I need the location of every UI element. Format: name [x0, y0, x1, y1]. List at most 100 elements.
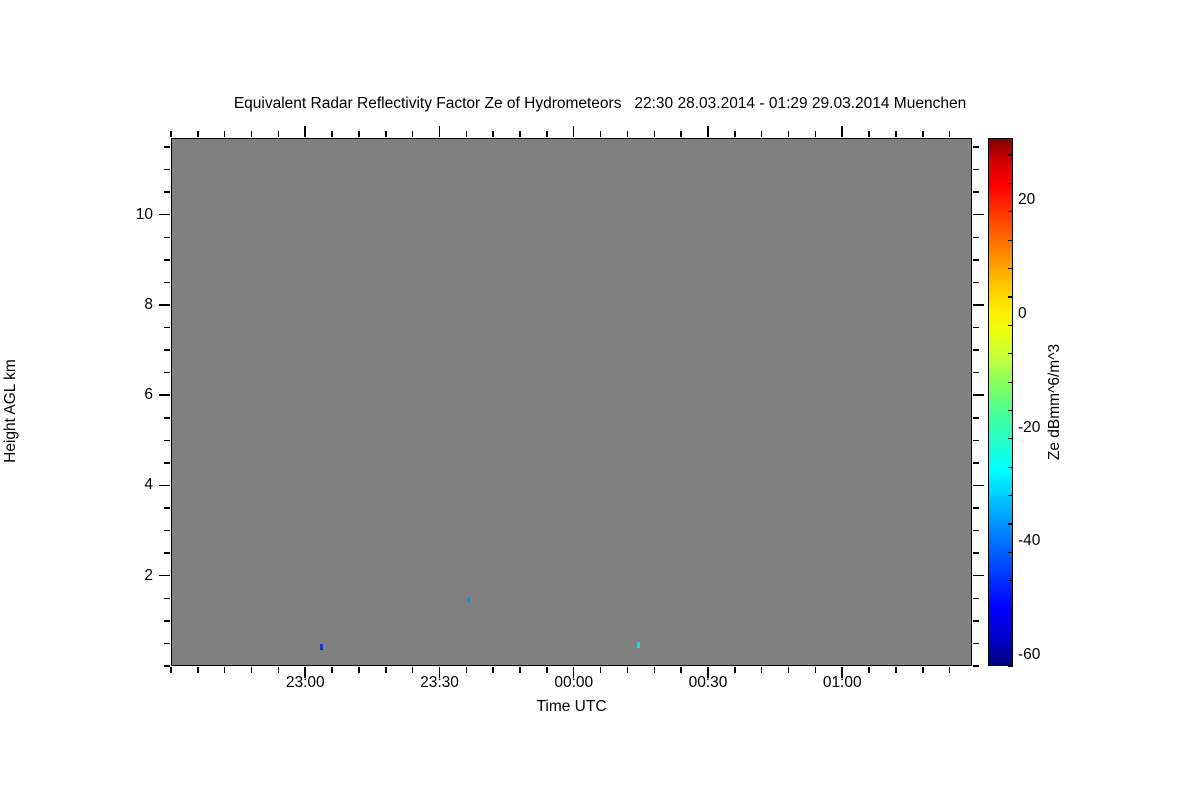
colorbar-minor-tick [1008, 211, 1013, 213]
x-minor-tick-top [626, 131, 629, 137]
y-minor-tick [164, 236, 170, 239]
y-tick-label: 4 [144, 476, 153, 494]
colorbar[interactable] [988, 138, 1013, 666]
x-major-tick-top [438, 126, 441, 137]
y-major-tick [159, 394, 170, 396]
y-minor-tick [164, 146, 170, 148]
x-minor-tick-top [197, 131, 199, 137]
x-major-tick [841, 667, 843, 678]
colorbar-tick-label: -60 [1018, 645, 1041, 663]
y-minor-tick [164, 191, 170, 193]
x-minor-tick-top [814, 131, 817, 137]
y-minor-tick [164, 439, 170, 442]
x-minor-tick [385, 667, 387, 673]
colorbar-axis-label: Ze dBmm^6/m^3 [1046, 343, 1063, 461]
x-minor-tick-top [599, 131, 602, 137]
plot-area[interactable] [171, 138, 972, 666]
x-minor-tick [814, 667, 817, 673]
x-minor-tick [331, 667, 333, 673]
x-minor-tick-top [331, 131, 333, 137]
colorbar-tick-label: -40 [1018, 532, 1041, 550]
y-major-tick [159, 304, 170, 306]
x-minor-tick-top [895, 131, 897, 137]
x-minor-tick-top [760, 131, 763, 137]
colorbar-minor-tick [1008, 580, 1013, 582]
y-tick-label: 6 [144, 386, 153, 404]
x-minor-tick [492, 667, 494, 673]
y-minor-tick [164, 529, 170, 532]
page-title: Equivalent Radar Reflectivity Factor Ze … [233, 95, 967, 112]
x-minor-tick-top [680, 131, 682, 137]
x-minor-tick-top [868, 131, 870, 137]
x-minor-tick-top [492, 131, 494, 137]
x-minor-tick [223, 667, 226, 673]
x-minor-tick [411, 667, 414, 673]
colorbar-minor-tick [1008, 324, 1013, 326]
y-major-tick-right [973, 394, 984, 396]
y-minor-tick-right [973, 146, 979, 148]
colorbar-tick-label: 0 [1018, 305, 1027, 322]
y-minor-tick-right [973, 349, 979, 351]
colorbar-minor-tick [1008, 523, 1013, 525]
y-minor-tick-right [973, 462, 979, 464]
data-pixel [637, 642, 641, 649]
y-axis-label: Height AGL km [2, 359, 19, 463]
colorbar-tick-label: -20 [1018, 418, 1041, 436]
x-minor-tick [948, 667, 951, 673]
x-major-tick [438, 667, 441, 678]
y-minor-tick-right [973, 417, 979, 419]
x-minor-tick [922, 667, 924, 673]
x-major-tick [304, 667, 306, 678]
y-minor-tick-right [973, 236, 979, 239]
x-minor-tick [197, 667, 199, 673]
y-major-tick-right [973, 574, 984, 577]
x-minor-tick-top [787, 131, 790, 137]
y-minor-tick-right [973, 281, 979, 284]
y-minor-tick [164, 665, 170, 667]
y-major-tick [159, 484, 170, 487]
colorbar-tick-label: 20 [1018, 191, 1036, 209]
x-minor-tick [465, 667, 468, 673]
x-minor-tick [599, 667, 602, 673]
x-minor-tick-top [170, 131, 172, 137]
x-tick-label: 00:30 [688, 674, 728, 691]
x-minor-tick-top [922, 131, 924, 137]
colorbar-minor-tick [1008, 551, 1013, 554]
x-major-tick-top [572, 126, 575, 137]
x-minor-tick [170, 667, 172, 673]
colorbar-minor-tick [1008, 637, 1013, 639]
x-minor-tick-top [653, 131, 656, 137]
x-tick-label: 00:00 [554, 674, 594, 691]
y-tick-label: 10 [135, 205, 153, 223]
y-minor-tick [164, 462, 170, 464]
colorbar-minor-tick [1008, 267, 1013, 270]
x-tick-label: 23:30 [420, 674, 459, 691]
x-minor-tick-top [250, 131, 253, 137]
x-minor-tick-top [546, 131, 548, 137]
x-major-tick-top [304, 126, 306, 137]
y-minor-tick-right [973, 168, 979, 171]
x-tick-label: 01:00 [822, 674, 862, 691]
y-major-tick-right [973, 484, 984, 487]
y-minor-tick [164, 326, 170, 329]
y-minor-tick [164, 597, 170, 600]
x-minor-tick [546, 667, 548, 673]
y-minor-tick-right [973, 642, 979, 645]
colorbar-minor-tick [1008, 438, 1013, 440]
y-minor-tick-right [973, 191, 979, 193]
y-minor-tick-right [973, 597, 979, 600]
colorbar-minor-tick [1008, 154, 1013, 156]
y-minor-tick [164, 417, 170, 419]
y-minor-tick [164, 371, 170, 374]
x-major-tick [707, 667, 709, 678]
y-minor-tick [164, 552, 170, 554]
y-minor-tick [164, 620, 170, 622]
y-tick-label: 2 [144, 566, 153, 584]
y-minor-tick-right [973, 259, 979, 261]
x-minor-tick [760, 667, 763, 673]
y-tick-label: 8 [144, 295, 153, 313]
x-minor-tick [519, 667, 521, 673]
y-minor-tick [164, 281, 170, 284]
y-minor-tick [164, 642, 170, 645]
colorbar-minor-tick [1008, 409, 1013, 412]
